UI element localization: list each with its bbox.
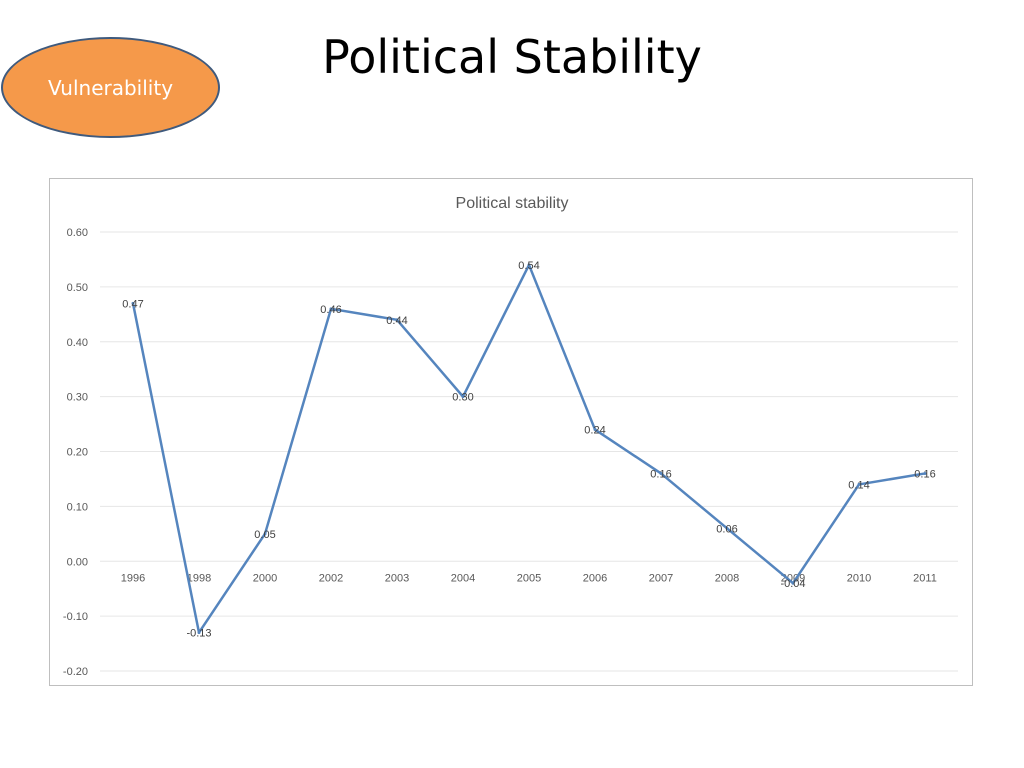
- data-label: 0.05: [254, 529, 275, 541]
- x-tick-label: 2004: [451, 572, 475, 584]
- data-label: 0.30: [452, 392, 473, 404]
- data-label: 0.44: [386, 315, 407, 327]
- data-label: 0.46: [320, 304, 341, 316]
- y-tick-label: -0.10: [63, 611, 88, 623]
- x-tick-label: 2010: [847, 572, 871, 584]
- data-point: [725, 526, 729, 530]
- badge-label: Vulnerability: [47, 75, 174, 100]
- slide-title: Political Stability: [322, 30, 702, 84]
- x-tick-label: 2008: [715, 572, 739, 584]
- data-label: -0.04: [780, 578, 805, 590]
- line-chart: Political stability 0.60 0.50 0.40 0.30 0.20…: [63, 195, 958, 678]
- chart-title: Political stability: [456, 195, 569, 212]
- y-tick-label: 0.50: [67, 282, 88, 294]
- y-tick-label: 0.00: [67, 556, 88, 568]
- x-tick-label: 2005: [517, 572, 541, 584]
- y-tick-label: 0.20: [67, 447, 88, 459]
- data-label: 0.06: [716, 523, 737, 535]
- data-point: [197, 631, 201, 635]
- data-point: [131, 301, 135, 305]
- y-tick-label: 0.10: [67, 501, 88, 513]
- data-label: -0.13: [186, 628, 211, 640]
- x-tick-label: 2000: [253, 572, 277, 584]
- y-tick-label: 0.40: [67, 337, 88, 349]
- data-point: [461, 395, 465, 399]
- vulnerability-badge: Vulnerability: [1, 37, 220, 138]
- data-label: 0.24: [584, 425, 605, 437]
- data-label: 0.47: [122, 298, 143, 310]
- x-tick-label: 1996: [121, 572, 145, 584]
- data-label: 0.54: [518, 260, 539, 272]
- x-tick-label: 2002: [319, 572, 343, 584]
- data-point: [329, 307, 333, 311]
- data-point: [659, 471, 663, 475]
- data-point: [593, 428, 597, 432]
- x-tick-label: 1998: [187, 572, 211, 584]
- chart-container: Political stability 0.60 0.50 0.40 0.30 0.20…: [49, 178, 973, 686]
- data-point: [263, 532, 267, 536]
- data-label: 0.16: [914, 468, 935, 480]
- data-label: 0.16: [650, 468, 671, 480]
- data-point: [791, 581, 795, 585]
- y-tick-label: 0.30: [67, 392, 88, 404]
- data-point: [923, 471, 927, 475]
- x-tick-label: 2007: [649, 572, 673, 584]
- x-tick-label: 2011: [913, 572, 937, 584]
- y-tick-label: -0.20: [63, 666, 88, 678]
- data-point: [857, 482, 861, 486]
- data-point: [527, 263, 531, 267]
- y-tick-label: 0.60: [67, 227, 88, 239]
- x-tick-label: 2003: [385, 572, 409, 584]
- data-label: 0.14: [848, 479, 869, 491]
- x-tick-label: 2006: [583, 572, 607, 584]
- data-point: [395, 318, 399, 322]
